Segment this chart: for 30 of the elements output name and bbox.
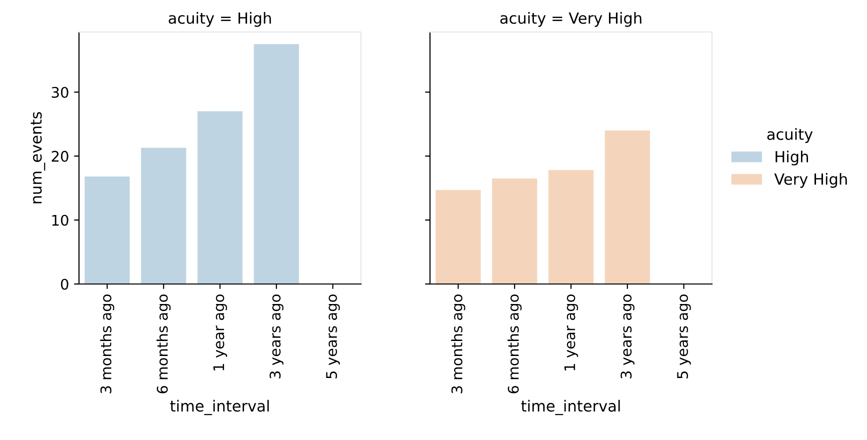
legend-title: acuity bbox=[767, 128, 813, 143]
x-tick-label: 5 years ago bbox=[326, 294, 340, 378]
legend-label: Very High bbox=[774, 173, 847, 188]
bar bbox=[197, 111, 243, 284]
x-tick-label: 3 months ago bbox=[100, 294, 114, 394]
bar bbox=[84, 176, 130, 284]
x-tick-label: 1 year ago bbox=[213, 294, 228, 370]
x-tick-label: 3 years ago bbox=[620, 294, 634, 378]
bar bbox=[492, 178, 538, 284]
bar bbox=[254, 44, 299, 284]
y-tick-label: 20 bbox=[52, 150, 68, 162]
bar bbox=[548, 170, 594, 284]
x-tick-label: 3 months ago bbox=[451, 294, 466, 394]
y-tick-label: 10 bbox=[52, 214, 68, 226]
bar bbox=[436, 190, 481, 284]
y-tick-label: 30 bbox=[52, 86, 68, 98]
bar bbox=[604, 130, 650, 284]
x-tick-label: 6 months ago bbox=[508, 294, 522, 394]
x-tick-label: 5 years ago bbox=[677, 294, 691, 378]
x-tick-label: 6 months ago bbox=[156, 294, 171, 394]
chart-title: acuity = High bbox=[168, 12, 271, 27]
x-axis-title: time_interval bbox=[170, 400, 269, 416]
chart-title: acuity = Very High bbox=[500, 12, 642, 27]
legend-label: High bbox=[776, 150, 808, 166]
y-axis-title: num_events bbox=[30, 112, 46, 204]
bar bbox=[141, 148, 186, 284]
x-tick-label: 3 years ago bbox=[270, 294, 284, 378]
x-axis-title: time_interval bbox=[521, 400, 620, 416]
x-tick-label: 1 year ago bbox=[564, 294, 578, 370]
y-tick-label: 0 bbox=[60, 278, 68, 290]
